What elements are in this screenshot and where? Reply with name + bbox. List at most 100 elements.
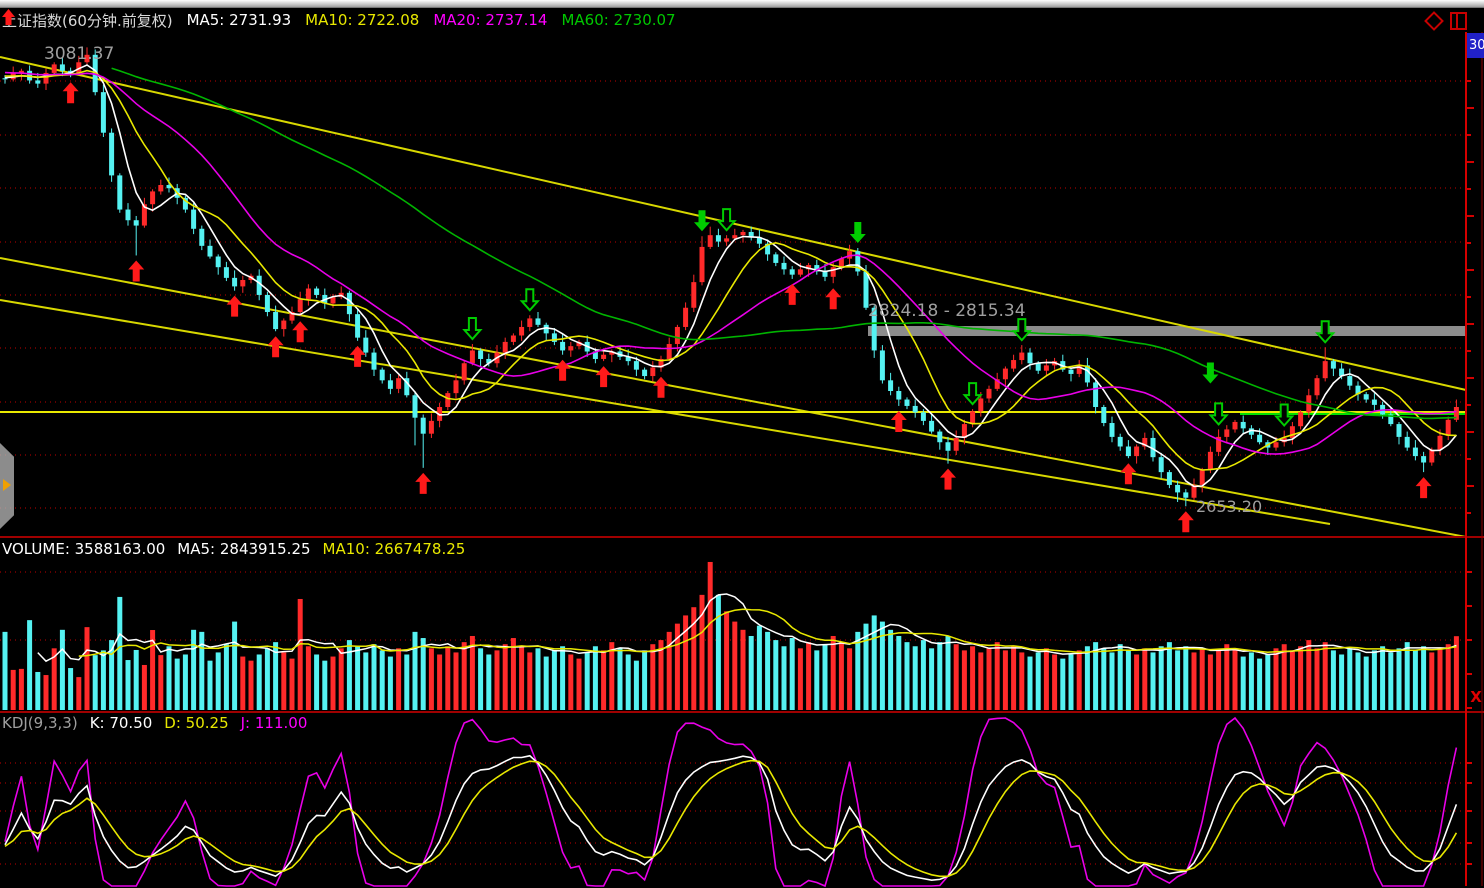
volume-bar [994, 642, 1000, 710]
volume-bar [551, 650, 557, 710]
volume-bar [314, 654, 320, 710]
candle-body [765, 243, 771, 255]
candle-body [937, 431, 943, 443]
candle-body [674, 326, 680, 345]
candle-body [1002, 368, 1008, 380]
candle-body [158, 185, 164, 192]
volume-bar [379, 650, 385, 710]
volume-bar [387, 656, 393, 710]
volume-bar [592, 646, 598, 710]
candle-body [1101, 407, 1107, 424]
candle-body [797, 269, 803, 275]
candle-body [806, 265, 812, 270]
ma20-value: MA20: 2737.14 [433, 11, 548, 29]
volume-bar [453, 652, 459, 710]
candle-body [1109, 423, 1115, 437]
volume-bar [896, 635, 902, 710]
volume-bar [1453, 636, 1459, 710]
volume-bar [461, 642, 467, 710]
candle-body [1371, 399, 1377, 405]
volume-bar [650, 644, 656, 710]
candle-body [1125, 446, 1131, 457]
candle-body [1183, 492, 1189, 498]
candle-body [461, 363, 467, 381]
candle-body [182, 197, 188, 210]
volume-bar [1166, 642, 1172, 710]
sidebar-collapse-handle[interactable] [0, 443, 14, 529]
candle-body [822, 271, 828, 277]
candle-body [109, 132, 115, 176]
volume-bar [699, 594, 705, 710]
candle-body [691, 282, 697, 308]
volume-bar [305, 646, 311, 710]
sell-signal-arrow [1011, 318, 1033, 342]
candle-body [740, 231, 746, 236]
candle-body [1404, 436, 1410, 448]
kdj-k-line [4, 754, 1458, 882]
volume-bar [797, 648, 803, 710]
peak-price-label: 3081.37 [44, 44, 115, 64]
candle-body [543, 324, 549, 334]
volume-bar [789, 638, 795, 710]
candle-body [1142, 437, 1148, 447]
volume-bar [748, 635, 754, 710]
volume-bar [1298, 646, 1304, 710]
volume-bar [1052, 654, 1058, 710]
buy-signal-arrow [226, 295, 243, 317]
split-panes-icon[interactable] [1450, 12, 1467, 30]
volume-bar [715, 594, 721, 710]
volume-bar [806, 642, 812, 710]
candle-body [76, 62, 82, 73]
volume-bar [1289, 650, 1295, 710]
volume-bar [2, 631, 8, 710]
candle-body [715, 235, 721, 242]
volume-bar [838, 642, 844, 710]
candle-body [707, 235, 713, 247]
volume-bar [1257, 658, 1263, 710]
candle-body [953, 437, 959, 451]
volume-bar [863, 623, 869, 710]
candle-body [305, 288, 311, 300]
sell-signal-arrow [962, 382, 983, 406]
candle-body [1232, 421, 1238, 430]
volume-bar [59, 629, 65, 710]
candle-body [855, 251, 861, 272]
volume-ma10: MA10: 2667478.25 [322, 540, 466, 558]
candle-body [166, 185, 172, 189]
candle-body [609, 351, 615, 355]
close-panel-button[interactable]: X [1470, 688, 1482, 706]
candle-body [1388, 414, 1394, 425]
candle-body [35, 80, 41, 84]
sell-signal-arrow [1208, 402, 1229, 426]
volume-bar [346, 640, 352, 710]
up-arrow-icon [2, 9, 15, 25]
volume-bar [1273, 648, 1279, 710]
volume-bar [182, 654, 188, 710]
volume-bar [18, 668, 24, 710]
sell-signal-arrow [1202, 362, 1219, 384]
volume-bar [10, 669, 16, 710]
volume-bar [609, 642, 615, 710]
volume-bar [937, 642, 943, 710]
candle-body [1429, 449, 1435, 463]
candle-body [551, 333, 557, 342]
volume-bar [150, 630, 156, 710]
volume-bar [223, 644, 229, 710]
candle-body [1019, 352, 1025, 361]
volume-bar [174, 658, 180, 710]
volume-bar [732, 621, 738, 710]
candle-body [68, 70, 74, 73]
volume-bar [978, 652, 984, 710]
kdj-j-line [4, 716, 1458, 888]
volume-bar [773, 640, 779, 710]
candle-body [404, 378, 410, 396]
volume-ma5: MA5: 2843915.25 [177, 540, 311, 558]
candle-body [117, 175, 123, 210]
volume-bar [888, 629, 894, 710]
candle-body [1248, 428, 1254, 435]
volume-bar [494, 650, 500, 710]
volume-bar [43, 675, 49, 710]
candle-body [1027, 352, 1033, 364]
volume-bar [100, 650, 106, 710]
